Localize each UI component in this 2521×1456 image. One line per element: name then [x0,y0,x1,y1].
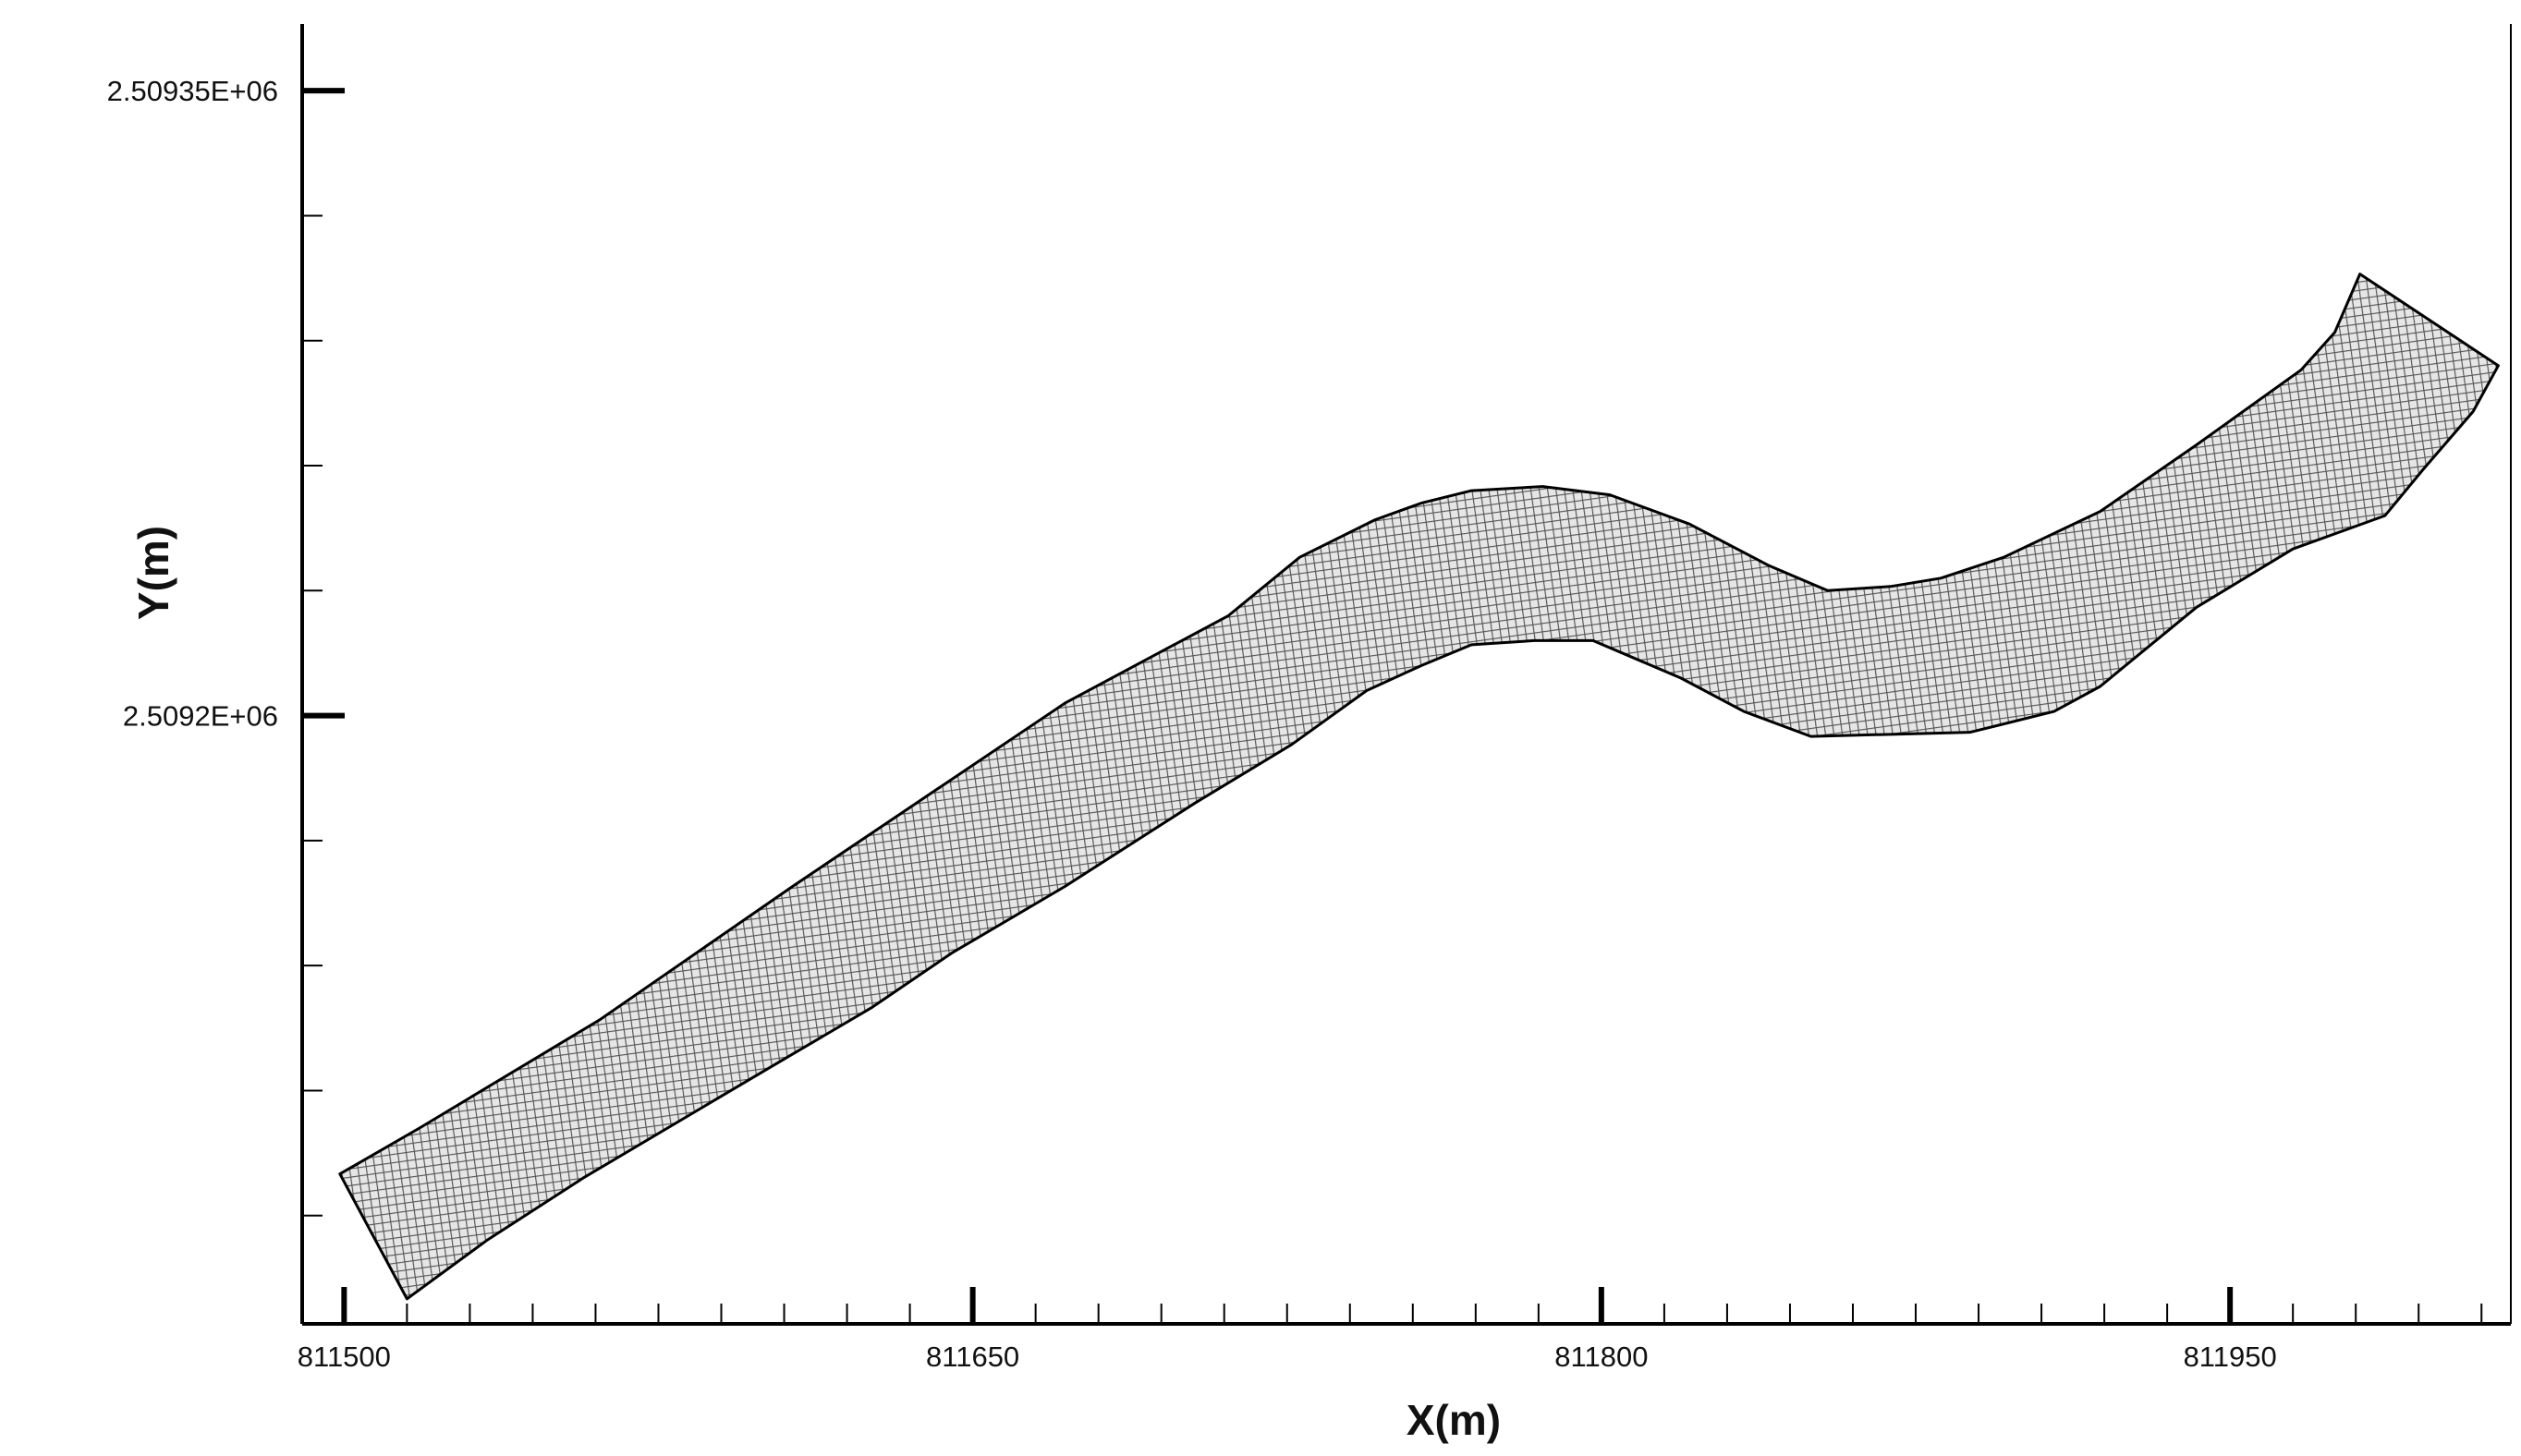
mesh-outline [338,273,2500,1301]
y-tick-label: 2.50935E+06 [107,75,278,107]
x-axis-title: X(m) [1407,1396,1501,1444]
y-tick-label: 2.5092E+06 [123,700,278,733]
y-axis-title: Y(m) [129,526,177,620]
x-tick-label: 811650 [926,1341,1019,1373]
x-tick-label: 811950 [2184,1341,2277,1373]
x-tick-label: 811500 [298,1341,391,1373]
x-tick-label: 811800 [1554,1341,1648,1373]
